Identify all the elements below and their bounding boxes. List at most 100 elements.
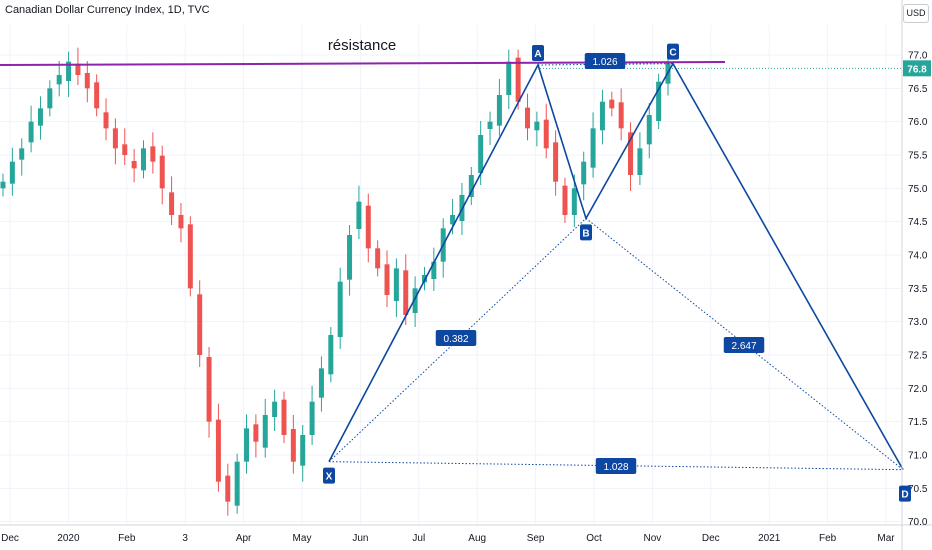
candle-body — [656, 81, 662, 121]
candle-body — [28, 121, 34, 143]
candle-body — [84, 73, 90, 89]
grid — [0, 25, 902, 525]
ratio-xab-label: 0.382 — [443, 334, 468, 345]
point-a-box — [532, 45, 544, 61]
candle-body — [244, 428, 250, 462]
ratio-xab-label-box — [435, 330, 477, 346]
candle-body — [618, 102, 624, 129]
x-tick-label: Dec — [1, 533, 19, 544]
candle-body — [525, 107, 531, 129]
y-tick-label: 77.0 — [908, 51, 928, 62]
bd-dotted-line — [585, 217, 904, 471]
candle-body — [112, 128, 118, 149]
candle-body — [365, 205, 371, 249]
x-tick-label: 2020 — [57, 533, 80, 544]
point-a-label: A — [534, 49, 541, 60]
candle-body — [159, 155, 165, 189]
y-tick-label: 72.5 — [908, 351, 928, 362]
point-c-label: C — [669, 48, 676, 59]
candle-body — [384, 264, 390, 295]
candle-body — [234, 461, 240, 506]
x-tick-label: Aug — [468, 533, 486, 544]
currency-button[interactable]: USD — [903, 4, 929, 23]
y-tick-label: 71.0 — [908, 451, 928, 462]
candle-body — [75, 63, 81, 75]
y-tick-label: 76.5 — [908, 84, 928, 95]
y-tick-label: 73.0 — [908, 317, 928, 328]
candle-body — [253, 424, 259, 442]
candle-body — [393, 268, 399, 301]
x-tick-label: Mar — [877, 533, 895, 544]
chart-title: Canadian Dollar Currency Index, 1D, TVC — [5, 4, 210, 16]
y-tick-label: 73.5 — [908, 284, 928, 295]
price-tag-label: 76.8 — [907, 64, 927, 75]
point-b-box — [580, 224, 592, 241]
candle-body — [487, 121, 493, 129]
candle-body — [122, 144, 128, 155]
ratio-bd-label-box — [723, 337, 765, 353]
candle-body — [309, 401, 315, 435]
candle-body — [56, 75, 62, 85]
candle-body — [356, 201, 362, 229]
candle-body — [272, 401, 278, 417]
xb-dotted-line — [328, 217, 587, 463]
candle-body — [581, 161, 587, 185]
y-tick-label: 72.0 — [908, 384, 928, 395]
point-c-box — [667, 43, 679, 60]
ratio-bd-label: 2.647 — [731, 341, 756, 352]
y-tick-label: 70.5 — [908, 484, 928, 495]
ratio-xd-label-box — [595, 458, 637, 474]
candle-body — [609, 99, 615, 109]
candle-body — [150, 146, 156, 162]
candle-body — [599, 101, 605, 131]
candle-body — [347, 235, 353, 280]
point-d-label: D — [901, 490, 908, 501]
candle-body — [178, 215, 184, 229]
point-b-label: B — [582, 228, 589, 239]
x-tick-label: Sep — [527, 533, 545, 544]
ratio-top-label: 1.026 — [592, 57, 617, 68]
price-tag — [903, 60, 931, 77]
candle-body — [468, 175, 474, 197]
pattern-path — [328, 62, 904, 471]
candle-body — [9, 161, 15, 184]
candle-body — [19, 148, 25, 160]
resistance-label: résistance — [328, 37, 396, 54]
x-tick-label: May — [293, 533, 312, 544]
candle-body — [543, 119, 549, 149]
candle-body — [534, 121, 540, 131]
y-tick-label: 71.5 — [908, 417, 928, 428]
candle-body — [140, 148, 146, 171]
candle-body — [169, 192, 175, 215]
x-tick-label: Oct — [586, 533, 602, 544]
harmonic-pattern — [0, 61, 904, 471]
candles — [0, 47, 671, 516]
candle-body — [66, 61, 72, 81]
y-tick-label: 74.5 — [908, 217, 928, 228]
candle-body — [318, 368, 324, 398]
x-tick-label: Nov — [644, 533, 662, 544]
candle-body — [215, 419, 221, 482]
candle-body — [103, 112, 109, 129]
x-tick-label: Feb — [118, 533, 136, 544]
candle-body — [553, 142, 559, 182]
candle-body — [646, 115, 652, 145]
ratio-xd-label: 1.028 — [603, 462, 628, 473]
candle-body — [131, 161, 137, 169]
y-tick-label: 75.5 — [908, 151, 928, 162]
candle-body — [281, 399, 287, 435]
candle-body — [562, 185, 568, 215]
candle-body — [197, 294, 203, 355]
x-tick-label: Jul — [412, 533, 425, 544]
candle-body — [496, 95, 502, 126]
candle-body — [375, 248, 381, 269]
candle-body — [0, 181, 6, 189]
candle-body — [590, 128, 596, 168]
x-tick-label: Dec — [702, 533, 720, 544]
ratio-top-label-box — [584, 53, 626, 69]
x-tick-label: 2021 — [758, 533, 781, 544]
candle-body — [337, 281, 343, 337]
candle-body — [290, 429, 296, 462]
